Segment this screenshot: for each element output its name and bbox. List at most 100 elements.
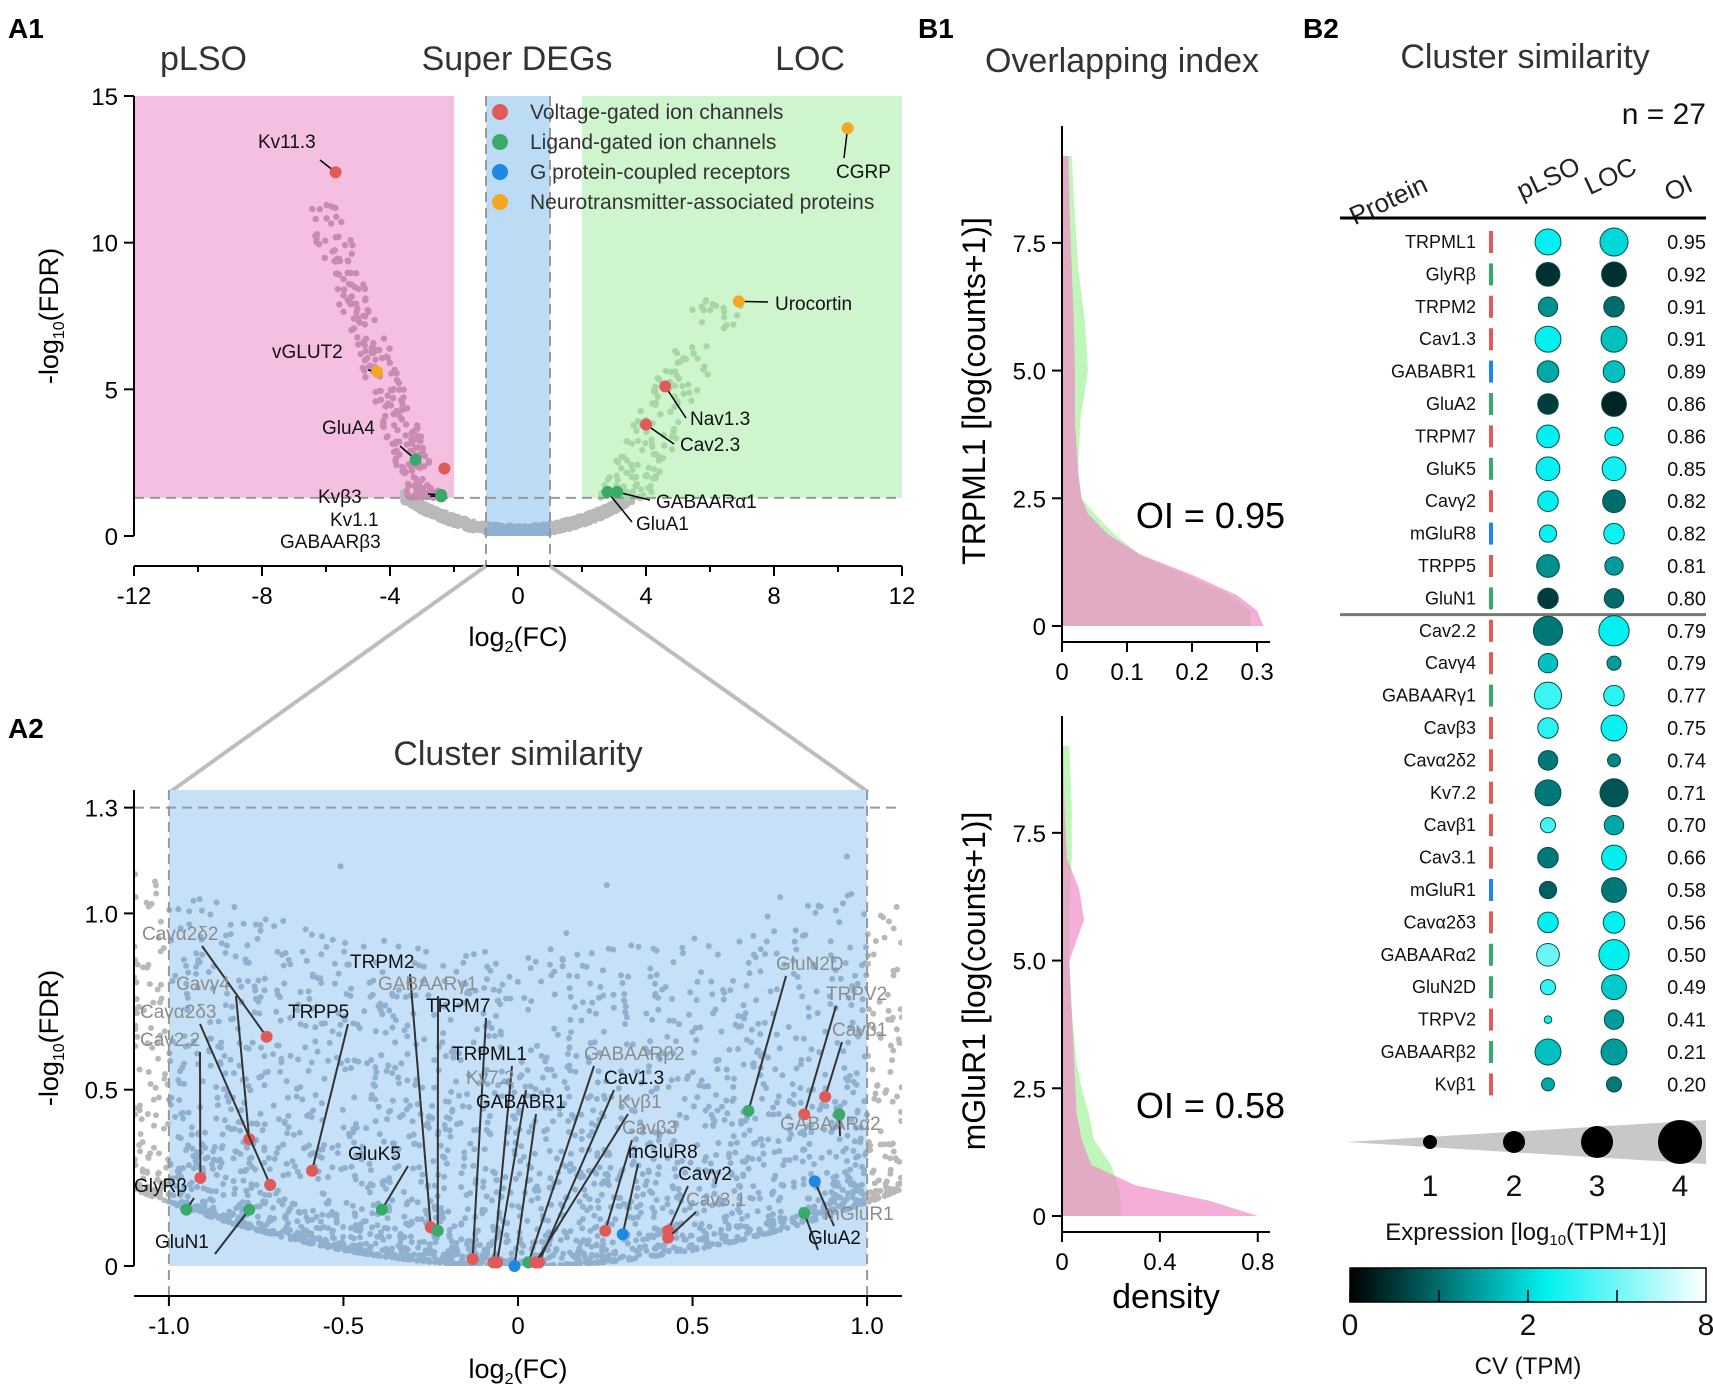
overlap-index-value: 0.79: [1667, 621, 1706, 643]
protein-class-bar: [1489, 652, 1493, 675]
gene-point: [230, 1070, 237, 1077]
gene-point: [384, 1251, 391, 1258]
gene-point: [659, 986, 666, 993]
highlighted-genes-a1: Kv11.3vGLUT2GluA4Kvβ3Kv1.1GABAARβ3CGRPUr…: [258, 122, 891, 553]
gene-point: [793, 1035, 800, 1042]
n-label: n = 27: [1622, 98, 1706, 131]
column-header-protein: Protein: [1345, 169, 1432, 231]
plso-expression-dot: [1534, 779, 1562, 807]
gene-point: [441, 1173, 448, 1180]
gene-point: [184, 994, 191, 1001]
loc-expression-dot: [1598, 615, 1630, 647]
gene-point: [297, 1084, 304, 1091]
gene-point: [672, 1038, 679, 1045]
gene-point-plso: [347, 237, 354, 244]
gene-point: [503, 1078, 510, 1085]
size-legend-dot: [1581, 1126, 1613, 1158]
gene-point: [559, 963, 566, 970]
dot-matrix-row: Cavγ4 0.79: [1425, 652, 1706, 675]
column-header-plso: pLSO: [1512, 150, 1585, 205]
gene-point: [747, 1226, 754, 1233]
gene-point: [634, 1214, 641, 1221]
gene-point: [460, 959, 467, 966]
gene-point: [262, 916, 269, 923]
gene-point: [831, 1124, 838, 1131]
gene-point: [236, 977, 243, 984]
gene-point: [442, 1125, 449, 1132]
gene-point: [504, 1220, 511, 1227]
gene-point: [372, 1118, 379, 1125]
gene-point: [727, 1141, 734, 1148]
gene-point: [714, 951, 721, 958]
gene-marker-cav-3: [599, 1224, 612, 1237]
gene-point: [698, 1220, 705, 1227]
overlap-index-value: 0.86: [1667, 394, 1706, 416]
gene-point: [506, 973, 513, 980]
gene-point: [194, 1050, 201, 1057]
gene-point: [420, 963, 427, 970]
gene-point: [184, 1006, 191, 1013]
gene-label-kv7-2: Kv7.2: [466, 1068, 515, 1089]
protein-label: mGluR1: [1410, 880, 1476, 900]
gene-point: [423, 948, 430, 955]
gene-point: [884, 991, 891, 998]
gene-point-plso: [354, 334, 361, 341]
gene-point: [619, 979, 626, 986]
gene-point: [421, 510, 428, 517]
gene-point: [799, 1218, 806, 1225]
gene-point: [236, 1062, 243, 1069]
dot-matrix-row: TRPML1 0.95: [1405, 227, 1706, 257]
dot-matrix-row: TRPP5 0.81: [1418, 554, 1706, 578]
plso-expression-dot: [1536, 424, 1560, 449]
gene-point: [246, 1221, 253, 1228]
x-tick-label-a1: 4: [639, 583, 652, 610]
gene-point: [599, 513, 606, 520]
gene-point: [865, 960, 872, 967]
gene-point: [508, 1250, 515, 1257]
gene-point: [367, 1230, 374, 1237]
gene-point: [550, 1118, 557, 1125]
gene-point: [623, 1041, 630, 1048]
gene-point: [404, 1022, 411, 1029]
gene-point: [257, 1228, 264, 1235]
loc-expression-dot: [1604, 556, 1624, 576]
gene-point: [587, 1093, 594, 1100]
gene-point: [284, 1130, 291, 1137]
gene-point-plso: [393, 438, 400, 445]
gene-label-cgrp: CGRP: [836, 162, 891, 183]
gene-point: [850, 1180, 857, 1187]
gene-point: [308, 931, 315, 938]
gene-point: [287, 1014, 294, 1021]
gene-point-loc: [675, 375, 683, 382]
gene-point: [331, 960, 338, 967]
gene-point-plso: [327, 220, 335, 227]
gene-point: [670, 1244, 677, 1251]
gene-point: [244, 978, 251, 985]
gene-point-plso: [340, 308, 347, 316]
gene-point: [350, 1020, 357, 1027]
gene-point: [566, 985, 573, 992]
chart-title-b1: Overlapping index: [985, 42, 1259, 80]
gene-point: [449, 1106, 456, 1113]
gene-point: [409, 1118, 416, 1125]
gene-point: [798, 1056, 805, 1063]
gene-point: [875, 1097, 882, 1104]
gene-point: [771, 1149, 778, 1156]
gene-point: [150, 1096, 157, 1103]
gene-point: [762, 951, 769, 958]
gene-point: [806, 1153, 813, 1160]
gene-point: [839, 900, 846, 907]
gene-point: [329, 936, 336, 943]
gene-point: [411, 960, 418, 967]
gene-point: [832, 1209, 839, 1216]
gene-point: [431, 1203, 438, 1210]
gene-point: [535, 1187, 542, 1194]
gene-point: [466, 990, 473, 997]
gene-point-loc: [604, 476, 612, 483]
ylabel-a2: -log10(FDR): [34, 970, 68, 1106]
loc-expression-dot: [1605, 1076, 1623, 1093]
gene-point-loc: [618, 465, 625, 472]
leader-line: [803, 1212, 819, 1251]
gene-point-loc: [623, 469, 630, 476]
gene-point: [833, 1153, 840, 1160]
